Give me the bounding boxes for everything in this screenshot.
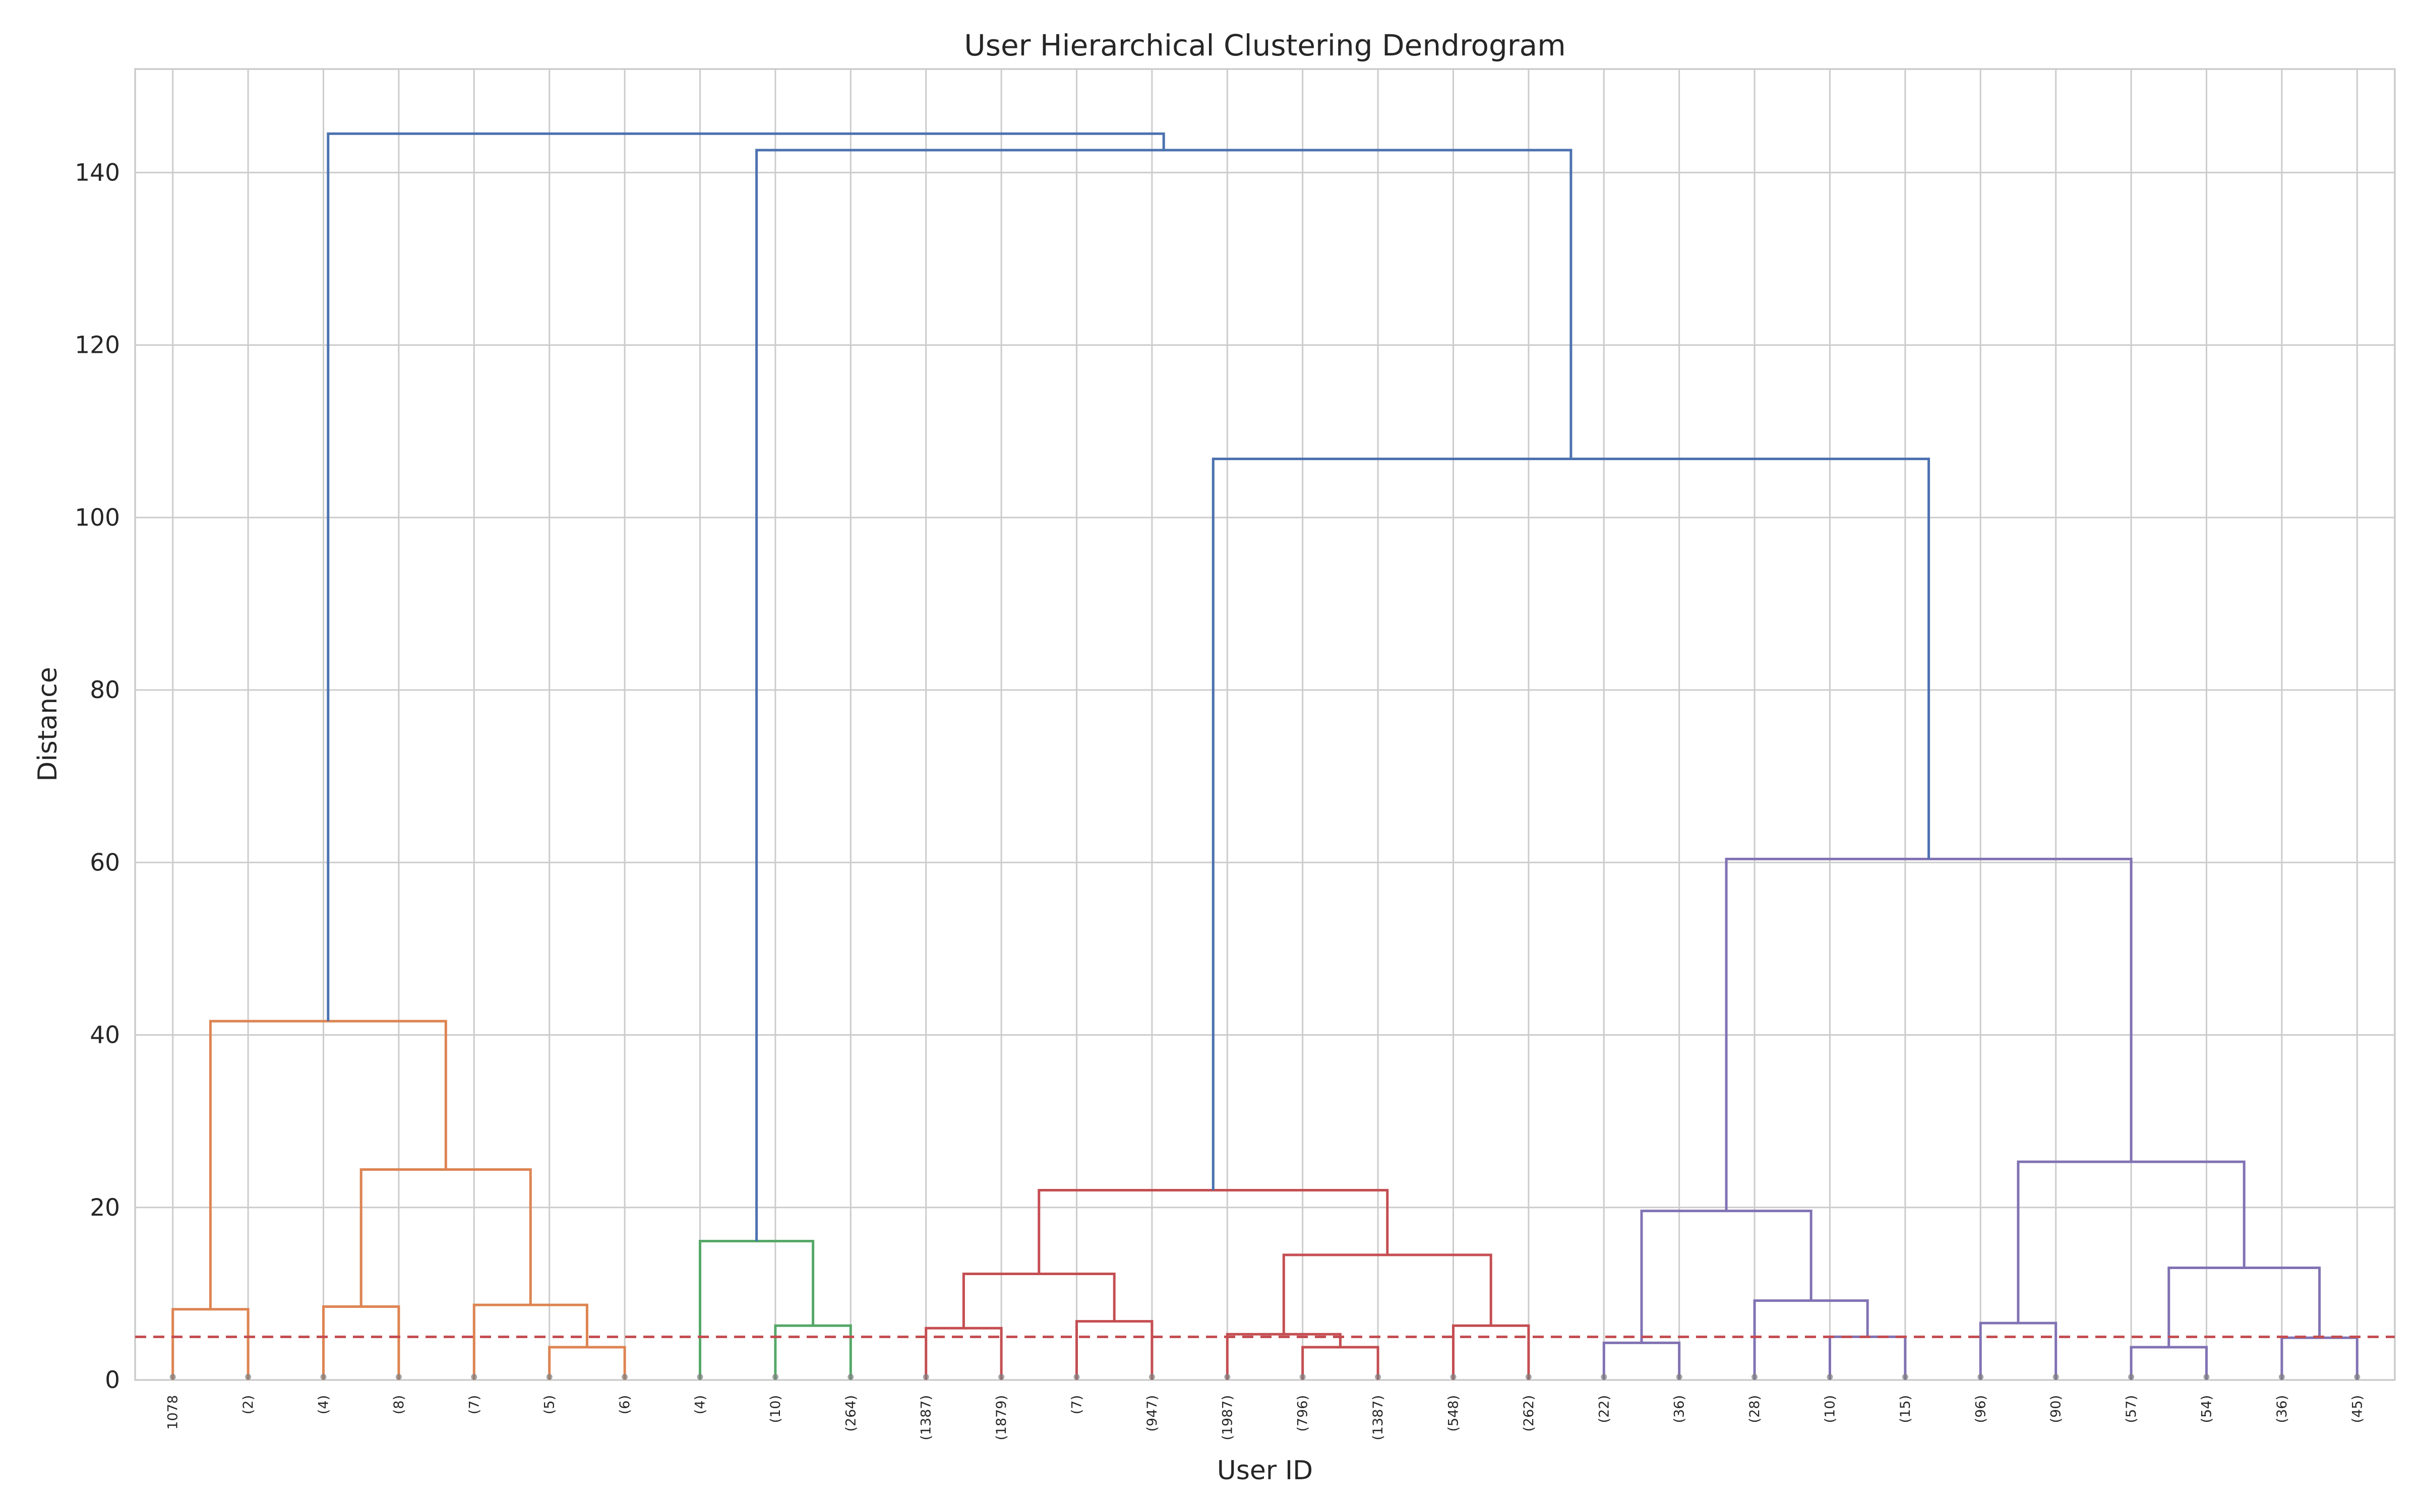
leaf-marker bbox=[2128, 1374, 2135, 1380]
y-tick-label: 80 bbox=[90, 676, 120, 704]
leaf-marker bbox=[2278, 1374, 2285, 1380]
y-tick-label: 0 bbox=[105, 1366, 120, 1394]
x-tick-label: (4) bbox=[316, 1395, 332, 1414]
leaf-marker bbox=[772, 1374, 778, 1380]
leaf-marker bbox=[923, 1374, 929, 1380]
x-tick-label: (90) bbox=[2048, 1395, 2064, 1423]
leaf-marker bbox=[320, 1374, 327, 1380]
y-tick-label: 120 bbox=[75, 332, 120, 359]
x-tick-label: (1987) bbox=[1220, 1395, 1235, 1440]
x-tick-label: (1879) bbox=[994, 1395, 1009, 1440]
x-tick-label: (264) bbox=[843, 1395, 859, 1432]
plot-frame bbox=[134, 68, 2396, 1381]
leaf-marker bbox=[395, 1374, 402, 1380]
leaf-marker bbox=[1224, 1374, 1231, 1380]
x-tick-label: (7) bbox=[1069, 1395, 1085, 1414]
x-tick-label: (7) bbox=[466, 1395, 482, 1414]
leaf-markers bbox=[169, 1374, 2361, 1380]
leaf-marker bbox=[1827, 1374, 1833, 1380]
leaf-marker bbox=[546, 1374, 553, 1380]
x-tick-label: (54) bbox=[2199, 1395, 2215, 1423]
leaf-marker bbox=[2203, 1374, 2210, 1380]
leaf-marker bbox=[1073, 1374, 1080, 1380]
leaf-marker bbox=[245, 1374, 252, 1380]
y-tick-label: 100 bbox=[75, 504, 120, 532]
x-tick-label: (1387) bbox=[919, 1395, 934, 1440]
leaf-marker bbox=[2354, 1374, 2361, 1380]
x-tick-label: (22) bbox=[1596, 1395, 1612, 1423]
x-axis-label: User ID bbox=[1217, 1456, 1313, 1486]
leaf-marker bbox=[1676, 1374, 1682, 1380]
x-tick-label: (947) bbox=[1144, 1395, 1160, 1432]
x-tick-label: (2) bbox=[240, 1395, 256, 1414]
leaf-marker bbox=[1902, 1374, 1908, 1380]
leaf-marker bbox=[848, 1374, 854, 1380]
y-tick-label: 140 bbox=[75, 159, 120, 186]
y-tick-labels: 0 20 40 60 80 100 120 140 bbox=[75, 159, 120, 1394]
leaf-marker bbox=[1375, 1374, 1381, 1380]
leaf-marker bbox=[697, 1374, 703, 1380]
leaf-marker bbox=[1450, 1374, 1457, 1380]
x-tick-labels: 1078 (2) (4) (8) (7) (5) (6) (4) (10) (264) (1387)… bbox=[165, 1395, 2366, 1440]
y-tick-label: 20 bbox=[90, 1194, 120, 1222]
leaf-marker bbox=[1601, 1374, 1607, 1380]
leaf-marker bbox=[1148, 1374, 1155, 1380]
x-tick-label: (262) bbox=[1521, 1395, 1537, 1432]
x-tick-label: (10) bbox=[768, 1395, 783, 1423]
x-tick-label: (5) bbox=[542, 1395, 558, 1414]
dendrogram-links bbox=[135, 132, 2395, 1380]
leaf-marker bbox=[1977, 1374, 1984, 1380]
leaf-marker bbox=[2052, 1374, 2059, 1380]
y-axis-label: Distance bbox=[33, 667, 63, 781]
y-tick-label: 40 bbox=[90, 1022, 120, 1049]
x-tick-label: (36) bbox=[2274, 1395, 2290, 1423]
grid-lines bbox=[135, 69, 2395, 1381]
x-tick-label: (57) bbox=[2124, 1395, 2139, 1423]
x-tick-label: (10) bbox=[1823, 1395, 1838, 1423]
x-tick-label: (15) bbox=[1898, 1395, 1913, 1423]
leaf-marker bbox=[998, 1374, 1005, 1380]
x-tick-label: (1387) bbox=[1370, 1395, 1386, 1440]
leaf-marker bbox=[1299, 1374, 1306, 1380]
x-tick-label: (28) bbox=[1747, 1395, 1763, 1423]
x-tick-label: (45) bbox=[2349, 1395, 2365, 1423]
x-tick-label: (4) bbox=[693, 1395, 708, 1414]
leaf-marker bbox=[1751, 1374, 1758, 1380]
x-tick-label: (548) bbox=[1446, 1395, 1462, 1432]
leaf-marker bbox=[169, 1374, 176, 1380]
x-tick-label: (6) bbox=[617, 1395, 633, 1414]
leaf-marker bbox=[622, 1374, 628, 1380]
leaf-marker bbox=[471, 1374, 477, 1380]
x-tick-label: (8) bbox=[391, 1395, 407, 1414]
y-tick-label: 60 bbox=[90, 849, 120, 876]
x-tick-label: 1078 bbox=[165, 1395, 181, 1430]
x-tick-label: (796) bbox=[1295, 1395, 1311, 1432]
dendrogram-link bbox=[327, 132, 1165, 1022]
x-tick-label: (36) bbox=[1672, 1395, 1687, 1423]
x-tick-label: (96) bbox=[1973, 1395, 1988, 1423]
leaf-marker bbox=[1525, 1374, 1532, 1380]
chart-title: User Hierarchical Clustering Dendrogram bbox=[964, 28, 1565, 62]
